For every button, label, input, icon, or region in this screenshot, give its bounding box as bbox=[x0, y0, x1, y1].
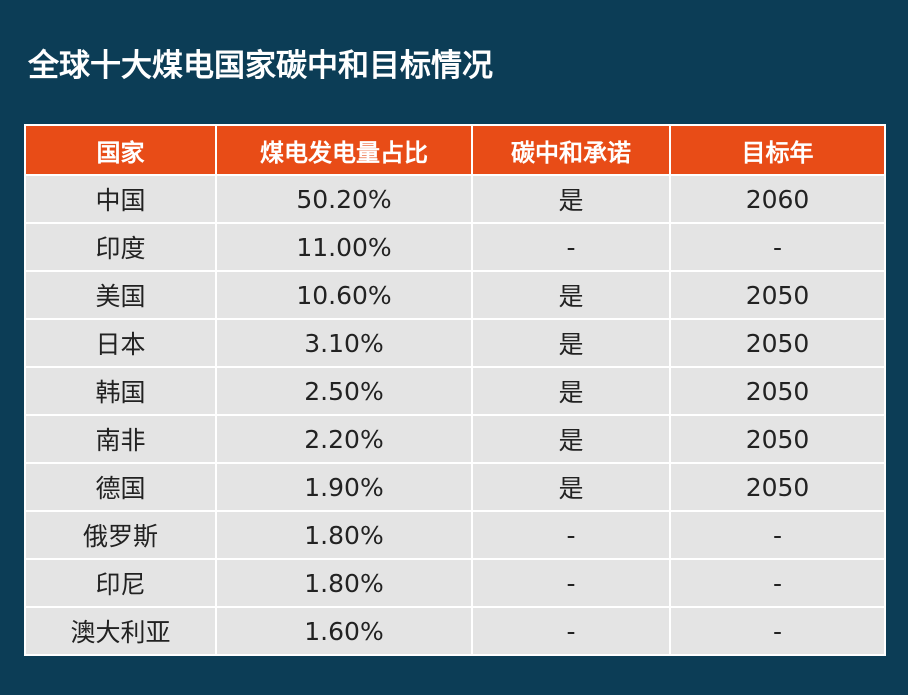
target-year-cell: 2050 bbox=[669, 366, 886, 416]
coal-share-cell: 1.90% bbox=[215, 462, 473, 512]
target-year-cell: 2050 bbox=[669, 462, 886, 512]
table-row: 美国 10.60% 是 2050 bbox=[24, 270, 886, 320]
carbon-neutral-cell: 是 bbox=[471, 318, 671, 368]
carbon-neutral-cell: 是 bbox=[471, 462, 671, 512]
carbon-neutral-cell: 是 bbox=[471, 174, 671, 224]
country-cell: 韩国 bbox=[24, 366, 217, 416]
carbon-neutral-cell: - bbox=[471, 222, 671, 272]
country-cell: 美国 bbox=[24, 270, 217, 320]
country-cell: 德国 bbox=[24, 462, 217, 512]
coal-share-cell: 2.50% bbox=[215, 366, 473, 416]
carbon-neutral-cell: 是 bbox=[471, 366, 671, 416]
target-year-cell: 2050 bbox=[669, 318, 886, 368]
carbon-neutral-cell: - bbox=[471, 510, 671, 560]
page-title: 全球十大煤电国家碳中和目标情况 bbox=[28, 48, 493, 84]
target-year-cell: - bbox=[669, 558, 886, 608]
country-cell: 俄罗斯 bbox=[24, 510, 217, 560]
coal-share-cell: 3.10% bbox=[215, 318, 473, 368]
table-row: 中国 50.20% 是 2060 bbox=[24, 174, 886, 224]
carbon-neutral-cell: 是 bbox=[471, 414, 671, 464]
target-year-cell: - bbox=[669, 510, 886, 560]
target-year-cell: - bbox=[669, 222, 886, 272]
coal-share-cell: 10.60% bbox=[215, 270, 473, 320]
carbon-neutral-cell: - bbox=[471, 558, 671, 608]
country-cell: 印度 bbox=[24, 222, 217, 272]
country-cell: 中国 bbox=[24, 174, 217, 224]
target-year-cell: 2050 bbox=[669, 414, 886, 464]
table-body: 中国 50.20% 是 2060 印度 11.00% - - 美国 10.60% 是 2050 日本 3.… bbox=[24, 174, 886, 656]
country-cell: 澳大利亚 bbox=[24, 606, 217, 656]
table-row: 俄罗斯 1.80% - - bbox=[24, 510, 886, 560]
coal-share-cell: 1.60% bbox=[215, 606, 473, 656]
target-year-cell: - bbox=[669, 606, 886, 656]
country-cell: 日本 bbox=[24, 318, 217, 368]
country-cell: 南非 bbox=[24, 414, 217, 464]
header-country: 国家 bbox=[24, 124, 217, 176]
coal-share-cell: 2.20% bbox=[215, 414, 473, 464]
table-row: 南非 2.20% 是 2050 bbox=[24, 414, 886, 464]
table-row: 印尼 1.80% - - bbox=[24, 558, 886, 608]
coal-share-cell: 50.20% bbox=[215, 174, 473, 224]
target-year-cell: 2060 bbox=[669, 174, 886, 224]
table-row: 日本 3.10% 是 2050 bbox=[24, 318, 886, 368]
header-coal-share: 煤电发电量占比 bbox=[215, 124, 473, 176]
target-year-cell: 2050 bbox=[669, 270, 886, 320]
data-table-container: 国家 煤电发电量占比 碳中和承诺 目标年 中国 50.20% 是 2060 印度 11.0… bbox=[24, 124, 886, 656]
table-row: 澳大利亚 1.60% - - bbox=[24, 606, 886, 656]
header-carbon-neutral: 碳中和承诺 bbox=[471, 124, 671, 176]
carbon-neutral-cell: - bbox=[471, 606, 671, 656]
table-row: 德国 1.90% 是 2050 bbox=[24, 462, 886, 512]
coal-share-cell: 1.80% bbox=[215, 558, 473, 608]
table-row: 韩国 2.50% 是 2050 bbox=[24, 366, 886, 416]
country-cell: 印尼 bbox=[24, 558, 217, 608]
table-row: 印度 11.00% - - bbox=[24, 222, 886, 272]
table-header-row: 国家 煤电发电量占比 碳中和承诺 目标年 bbox=[24, 124, 886, 176]
coal-power-table: 国家 煤电发电量占比 碳中和承诺 目标年 中国 50.20% 是 2060 印度 11.0… bbox=[24, 124, 886, 656]
coal-share-cell: 1.80% bbox=[215, 510, 473, 560]
header-target-year: 目标年 bbox=[669, 124, 886, 176]
coal-share-cell: 11.00% bbox=[215, 222, 473, 272]
carbon-neutral-cell: 是 bbox=[471, 270, 671, 320]
